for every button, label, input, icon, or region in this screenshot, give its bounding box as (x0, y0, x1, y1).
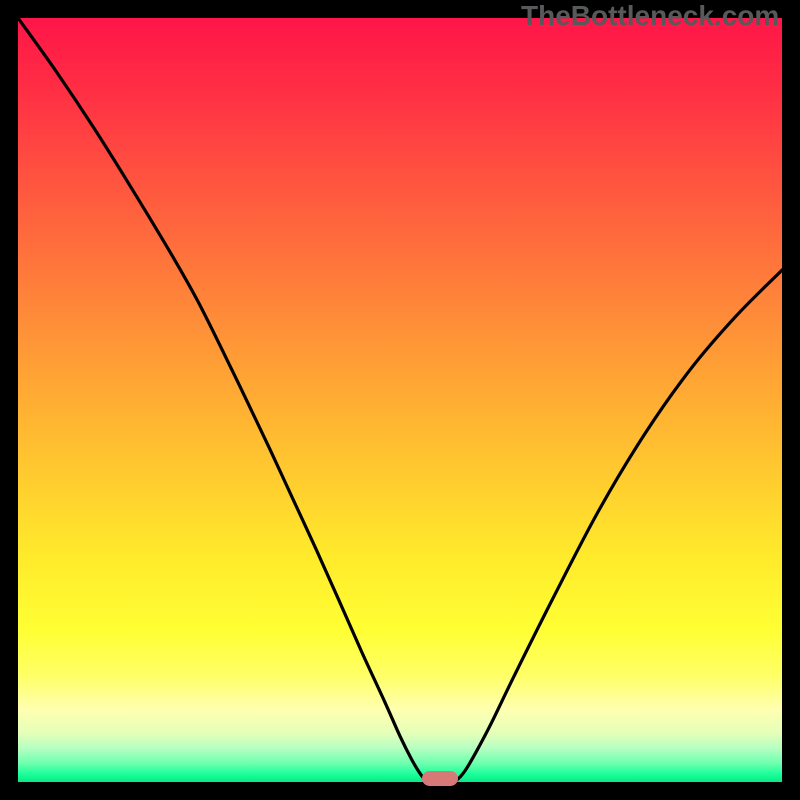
watermark-text: TheBottleneck.com (521, 0, 779, 32)
bottleneck-curve (18, 18, 782, 782)
plot-area (18, 18, 782, 782)
chart-container: TheBottleneck.com (0, 0, 800, 800)
valley-marker (422, 771, 458, 786)
